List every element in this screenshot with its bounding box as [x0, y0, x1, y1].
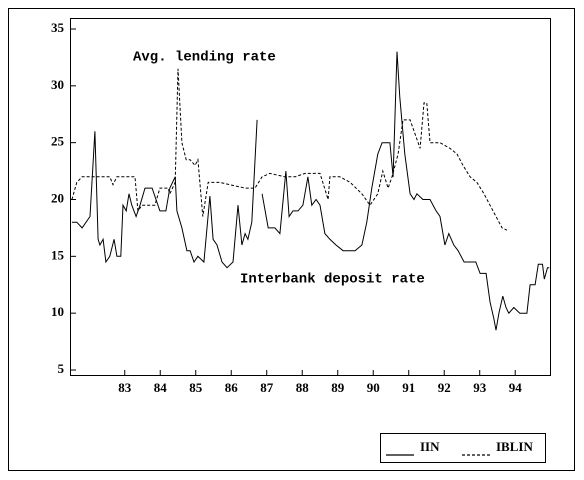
x-tick-label: 86 [225, 380, 239, 395]
x-tick-label: 92 [438, 380, 451, 395]
legend-label: IIN [420, 439, 440, 454]
x-tick-label: 89 [331, 380, 345, 395]
y-tick-label: 20 [51, 190, 64, 205]
x-tick-label: 91 [402, 380, 415, 395]
annotation: Avg. lending rate [133, 50, 276, 66]
legend [380, 433, 546, 463]
y-tick-label: 35 [51, 20, 65, 35]
frame [8, 8, 575, 471]
plot-area [70, 18, 551, 376]
x-tick-label: 87 [260, 380, 274, 395]
x-tick-label: 83 [118, 380, 132, 395]
x-tick-label: 93 [473, 380, 487, 395]
x-tick-label: 94 [509, 380, 523, 395]
y-tick-label: 15 [51, 247, 65, 262]
legend-label: IBLIN [496, 439, 533, 454]
y-tick-label: 5 [58, 361, 65, 376]
y-tick-label: 10 [51, 304, 64, 319]
x-tick-label: 85 [189, 380, 203, 395]
y-tick-label: 25 [51, 134, 65, 149]
series-line [71, 68, 508, 231]
annotation: Interbank deposit rate [240, 272, 425, 288]
x-tick-label: 90 [367, 380, 380, 395]
x-tick-label: 84 [154, 380, 168, 395]
y-tick-label: 30 [51, 77, 64, 92]
series-line [71, 51, 550, 331]
x-tick-label: 88 [296, 380, 310, 395]
